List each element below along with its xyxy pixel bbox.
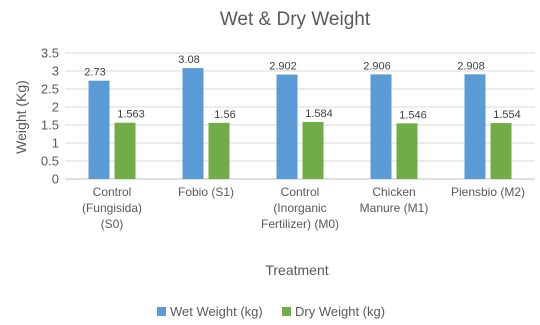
y-tick-label: 0.5 bbox=[41, 154, 59, 169]
dry-weight-bar bbox=[302, 121, 324, 179]
x-category-label: Piensbio (M2) bbox=[451, 185, 525, 199]
dry-weight-bar bbox=[114, 122, 136, 179]
x-category-label: Manure (M1) bbox=[360, 201, 429, 215]
dry-weight-bar bbox=[490, 123, 512, 179]
x-axis-title: Treatment bbox=[265, 262, 328, 278]
data-label: 1.546 bbox=[399, 109, 427, 121]
y-axis-title: Weight (Kg) bbox=[13, 80, 29, 154]
data-label: 2.908 bbox=[457, 60, 485, 72]
y-tick-label: 2.5 bbox=[41, 82, 59, 97]
legend-label: Wet Weight (kg) bbox=[170, 304, 263, 319]
data-label: 2.73 bbox=[84, 67, 105, 79]
dry-weight-bar bbox=[396, 123, 418, 179]
y-tick-label: 1 bbox=[52, 136, 59, 151]
chart-title: Wet & Dry Weight bbox=[220, 9, 371, 30]
x-category-label: (Fungisida) bbox=[82, 201, 142, 215]
data-label: 3.08 bbox=[178, 54, 199, 66]
x-category-label: Fertilizer) (M0) bbox=[261, 217, 339, 231]
y-tick-label: 2 bbox=[52, 100, 59, 115]
y-tick-label: 0 bbox=[52, 172, 59, 187]
data-label: 1.584 bbox=[305, 108, 333, 120]
wet-weight-bar bbox=[88, 80, 110, 179]
x-axis-categories: Control (Fungisida) (S0) Fobio (S1) Control (… bbox=[82, 185, 525, 231]
data-label: 1.554 bbox=[493, 109, 521, 121]
x-category-label: (S0) bbox=[101, 217, 124, 231]
data-label: 1.563 bbox=[117, 109, 145, 121]
bars bbox=[88, 68, 512, 179]
y-tick-label: 3 bbox=[52, 64, 59, 79]
legend-swatch-dry bbox=[282, 307, 291, 316]
y-tick-label: 1.5 bbox=[41, 118, 59, 133]
x-category-label: Control bbox=[93, 185, 132, 199]
data-label: 2.902 bbox=[269, 61, 297, 73]
legend: Wet Weight (kg) Dry Weight (kg) bbox=[157, 304, 385, 319]
x-category-label: Control bbox=[281, 185, 320, 199]
y-axis-ticks: 0 0.5 1 1.5 2 2.5 3 3.5 bbox=[41, 46, 59, 187]
data-label: 1.56 bbox=[214, 109, 235, 121]
dry-weight-bar bbox=[208, 122, 230, 179]
x-category-label: Fobio (S1) bbox=[178, 185, 234, 199]
wet-weight-bar bbox=[464, 74, 486, 179]
data-label: 2.906 bbox=[363, 60, 391, 72]
y-tick-label: 3.5 bbox=[41, 46, 59, 61]
gridlines bbox=[65, 52, 535, 180]
x-category-label: (Inorganic bbox=[273, 201, 326, 215]
data-labels: 2.73 1.563 3.08 1.56 2.902 1.584 2.906 1.546 2.9… bbox=[84, 54, 520, 121]
wet-weight-bar bbox=[370, 74, 392, 179]
wet-weight-bar bbox=[182, 68, 204, 179]
x-category-label: Chicken bbox=[372, 185, 415, 199]
wet-weight-bar bbox=[276, 74, 298, 179]
legend-swatch-wet bbox=[157, 307, 166, 316]
legend-label: Dry Weight (kg) bbox=[295, 304, 385, 319]
